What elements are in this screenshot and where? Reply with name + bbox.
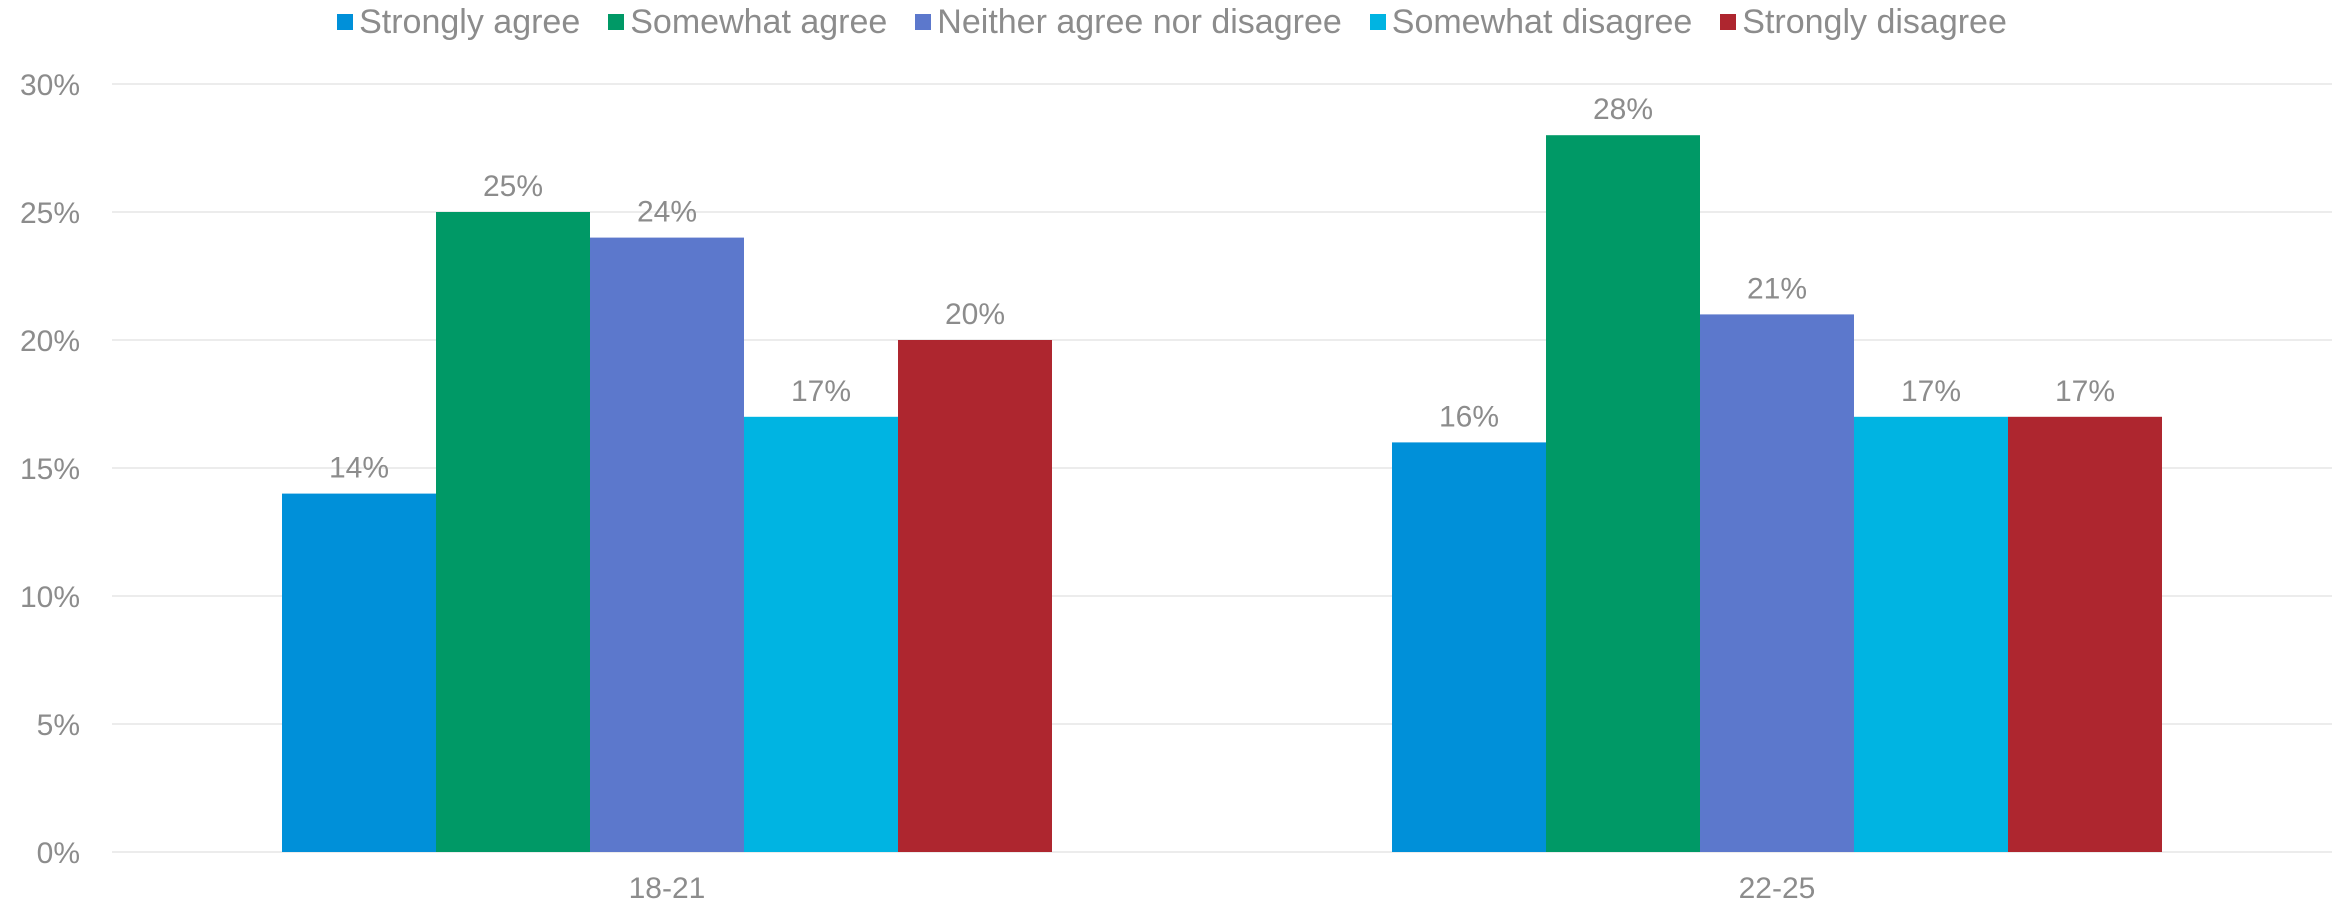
data-label: 16% xyxy=(1439,400,1499,433)
legend-label: Neither agree nor disagree xyxy=(937,2,1342,41)
chart-legend: Strongly agree Somewhat agree Neither agre… xyxy=(0,0,2344,44)
y-tick-label: 5% xyxy=(37,709,80,742)
bar xyxy=(282,493,436,852)
data-label: 24% xyxy=(637,196,697,229)
data-label: 17% xyxy=(791,375,851,408)
bar xyxy=(2008,416,2162,852)
data-label: 20% xyxy=(945,298,1005,331)
data-label: 17% xyxy=(1901,375,1961,408)
y-tick-label: 20% xyxy=(20,325,80,358)
bar xyxy=(744,416,898,852)
legend-item: Somewhat agree xyxy=(608,3,887,42)
legend-swatch xyxy=(608,14,625,30)
legend-label: Somewhat disagree xyxy=(1391,2,1693,41)
legend-label: Strongly disagree xyxy=(1742,2,2007,41)
legend-swatch xyxy=(1369,14,1386,30)
data-label: 28% xyxy=(1593,93,1653,126)
legend-item: Somewhat disagree xyxy=(1369,2,1693,42)
x-tick-label: 18-21 xyxy=(629,872,706,905)
legend-label: Strongly agree xyxy=(359,2,581,41)
y-tick-label: 30% xyxy=(20,69,80,102)
legend-item: Strongly agree xyxy=(337,3,580,42)
y-tick-label: 25% xyxy=(20,197,80,230)
data-label: 17% xyxy=(2055,375,2115,408)
bar xyxy=(1392,442,1546,852)
data-label: 25% xyxy=(483,170,543,203)
bar xyxy=(436,212,590,852)
y-tick-label: 0% xyxy=(37,837,80,870)
data-label: 14% xyxy=(329,452,389,485)
legend-swatch xyxy=(1720,14,1737,30)
bar xyxy=(1700,314,1854,852)
bar xyxy=(590,237,744,853)
x-tick-label: 22-25 xyxy=(1739,872,1816,905)
y-tick-label: 10% xyxy=(20,581,80,614)
legend-label: Somewhat agree xyxy=(630,2,888,41)
y-tick-label: 15% xyxy=(20,453,80,486)
bar xyxy=(1854,416,2008,852)
bar xyxy=(898,340,1052,852)
legend-swatch xyxy=(915,14,932,30)
legend-swatch xyxy=(337,14,354,30)
legend-item: Neither agree nor disagree xyxy=(915,2,1342,42)
bar xyxy=(1546,135,1700,852)
data-label: 21% xyxy=(1747,272,1807,305)
legend-item: Strongly disagree xyxy=(1720,3,2007,42)
